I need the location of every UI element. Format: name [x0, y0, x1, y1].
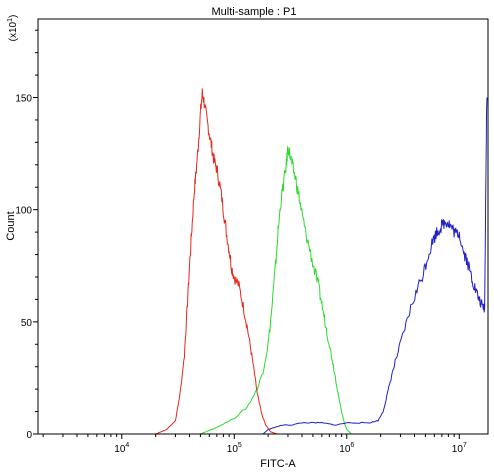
x-tick-label: 104: [114, 442, 129, 455]
x-tick-exponent: 4: [125, 442, 129, 449]
y-multiplier-base: (x10: [8, 21, 19, 41]
histogram-series-2: [200, 146, 352, 435]
chart-title: Multi-sample : P1: [212, 6, 297, 18]
histogram-series-3: [262, 97, 488, 435]
svg-text:(x101): (x101): [7, 15, 19, 42]
x-tick-label: 107: [452, 442, 467, 455]
x-tick-base: 10: [452, 444, 464, 455]
y-tick-label: 50: [21, 318, 33, 329]
x-tick-exponent: 7: [463, 442, 467, 449]
y-multiplier-exponent: 1: [7, 18, 14, 22]
plot-frame: [37, 18, 489, 435]
x-tick-exponent: 6: [350, 442, 354, 449]
y-multiplier-close: ): [8, 15, 19, 18]
y-multiplier-label: (x101): [7, 15, 19, 42]
x-tick-label: 106: [339, 442, 354, 455]
y-tick-label: 100: [15, 206, 32, 217]
histogram-series-1: [155, 88, 278, 435]
x-tick-base: 10: [114, 444, 126, 455]
x-tick-base: 10: [339, 444, 351, 455]
x-axis-label: FITC-A: [260, 458, 296, 470]
y-axis-label: Count: [5, 211, 17, 240]
y-tick-label: 0: [26, 430, 32, 441]
x-tick-label: 105: [227, 442, 242, 455]
y-tick-label: 150: [15, 94, 32, 105]
x-tick-exponent: 5: [238, 442, 242, 449]
histogram-series: [155, 88, 488, 435]
x-tick-base: 10: [227, 444, 239, 455]
